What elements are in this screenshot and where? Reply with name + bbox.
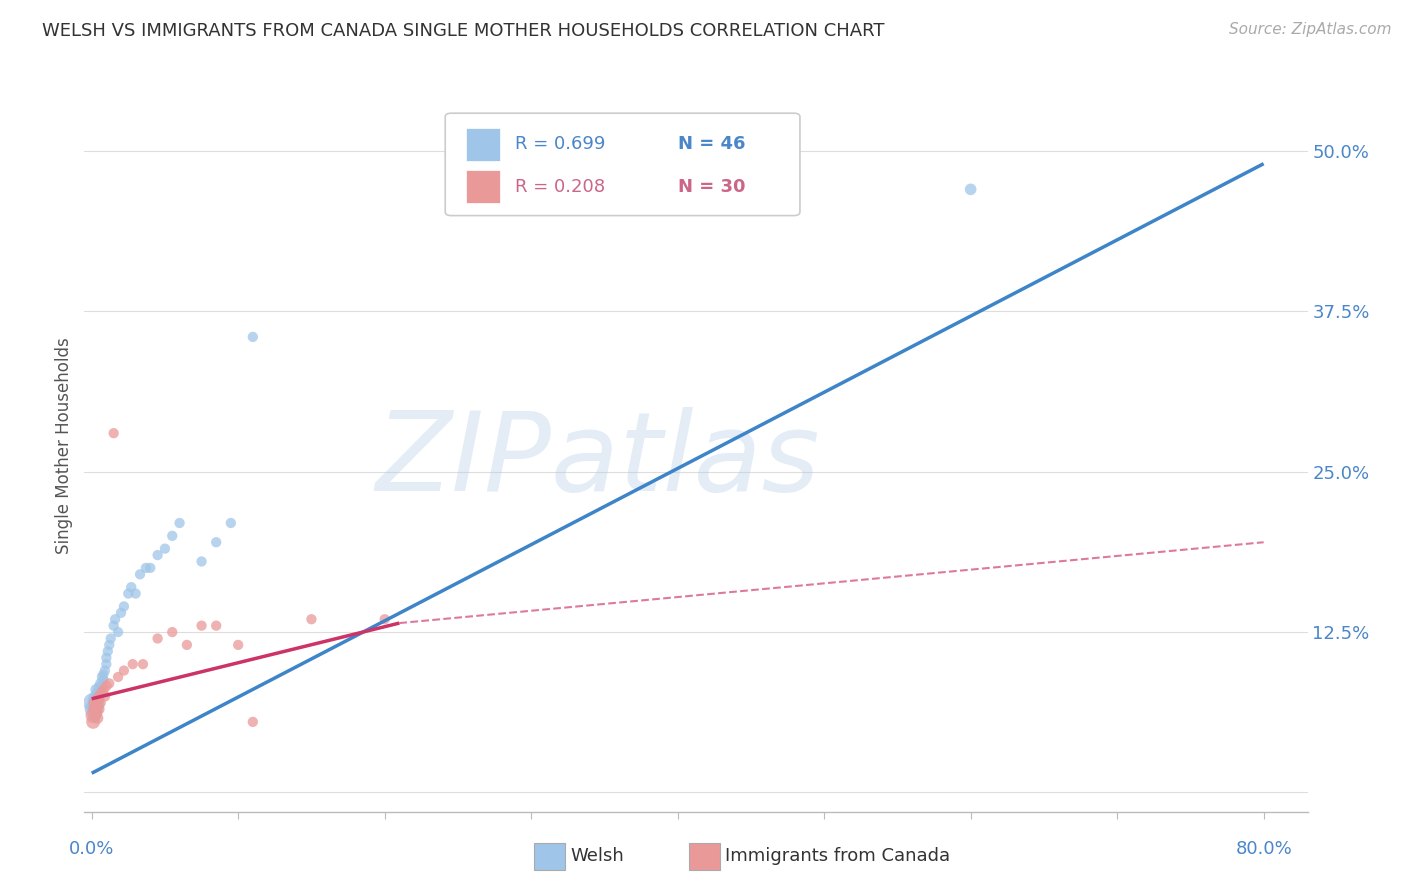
Y-axis label: Single Mother Households: Single Mother Households (55, 338, 73, 554)
FancyBboxPatch shape (446, 113, 800, 216)
Point (87, 702, 110, 716)
Point (82, 702, 104, 716)
Point (299, 612, 322, 626)
Point (959, 182, 981, 196)
Point (91, 685, 114, 699)
Point (96, 657, 118, 672)
Point (132, 657, 155, 672)
Point (94, 690, 117, 704)
Point (82, 696, 104, 710)
Point (176, 638, 198, 652)
Point (87, 680, 110, 694)
Point (87, 693, 110, 707)
Point (153, 541, 176, 556)
Point (190, 618, 212, 632)
Text: 80.0%: 80.0% (1236, 840, 1292, 858)
Point (84, 705, 107, 719)
Text: ZIPatlas: ZIPatlas (375, 407, 820, 514)
Point (100, 632, 122, 646)
Point (103, 426, 125, 441)
Point (83, 696, 105, 710)
Point (205, 535, 228, 549)
Point (242, 714, 264, 729)
Point (98, 676, 121, 690)
Point (97, 644, 120, 658)
Point (83, 693, 105, 707)
Point (86, 711, 108, 725)
Point (87, 690, 110, 704)
Text: Welsh: Welsh (571, 847, 624, 865)
Point (146, 632, 169, 646)
Point (242, 330, 264, 344)
Text: Immigrants from Canada: Immigrants from Canada (725, 847, 950, 865)
Point (135, 561, 157, 575)
Point (121, 657, 143, 672)
Point (162, 529, 184, 543)
Point (83, 698, 105, 713)
Point (104, 612, 127, 626)
Text: Source: ZipAtlas.com: Source: ZipAtlas.com (1229, 22, 1392, 37)
Point (83, 702, 105, 716)
Point (226, 638, 249, 652)
Text: WELSH VS IMMIGRANTS FROM CANADA SINGLE MOTHER HOUSEHOLDS CORRELATION CHART: WELSH VS IMMIGRANTS FROM CANADA SINGLE M… (42, 22, 884, 40)
Point (91, 670, 114, 684)
Point (146, 548, 169, 562)
Point (96, 679, 118, 693)
Point (374, 612, 396, 626)
Text: N = 46: N = 46 (678, 136, 745, 153)
Point (120, 580, 142, 594)
Point (84, 698, 107, 713)
Point (219, 516, 242, 530)
Point (139, 561, 162, 575)
Text: N = 30: N = 30 (678, 178, 745, 195)
Point (96, 650, 118, 665)
Point (82, 714, 104, 729)
Point (124, 586, 146, 600)
Text: R = 0.699: R = 0.699 (515, 136, 606, 153)
Point (93, 682, 115, 697)
Point (94, 664, 117, 678)
Point (162, 625, 184, 640)
Point (107, 625, 129, 640)
Point (89, 685, 111, 699)
Point (91, 679, 114, 693)
Point (86, 702, 108, 716)
Point (84, 706, 107, 720)
Point (83, 708, 105, 723)
Point (205, 618, 228, 632)
Point (87, 698, 110, 713)
Point (169, 516, 191, 530)
Point (84, 690, 107, 704)
Point (117, 586, 139, 600)
Point (89, 696, 111, 710)
Point (112, 664, 135, 678)
Point (93, 673, 115, 687)
Bar (465, 170, 501, 203)
Point (82, 708, 104, 723)
Point (89, 676, 111, 690)
Point (107, 670, 129, 684)
Point (93, 667, 115, 681)
Point (103, 618, 125, 632)
Text: 0.0%: 0.0% (69, 840, 114, 858)
Bar (465, 128, 501, 161)
Point (86, 685, 108, 699)
Point (190, 554, 212, 568)
Point (112, 599, 135, 614)
Point (86, 693, 108, 707)
Point (86, 696, 108, 710)
Text: R = 0.208: R = 0.208 (515, 178, 605, 195)
Point (84, 682, 107, 697)
Point (129, 567, 152, 582)
Point (110, 606, 132, 620)
Point (98, 638, 121, 652)
